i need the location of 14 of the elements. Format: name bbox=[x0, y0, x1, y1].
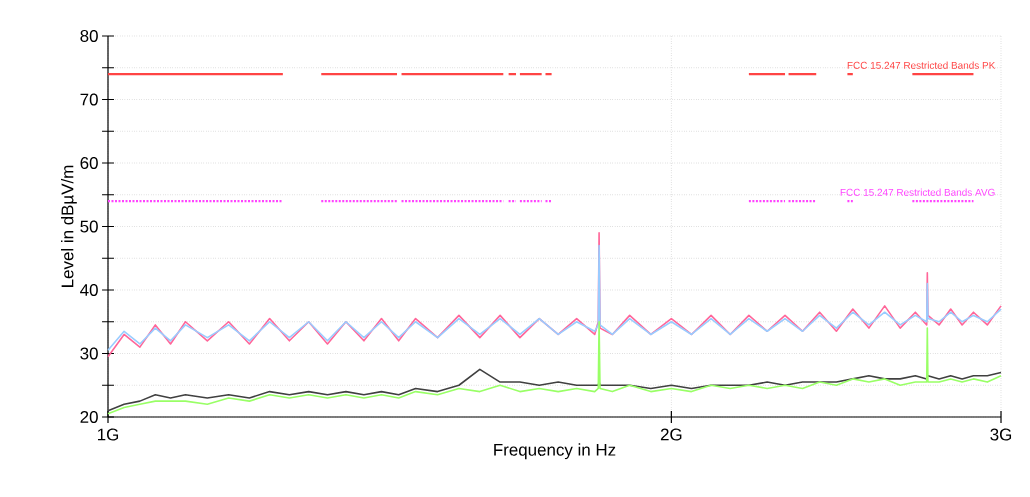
y-tick-label: 40 bbox=[80, 284, 98, 296]
x-tick-label: 3G bbox=[990, 428, 1012, 441]
x-tick-label: 2G bbox=[660, 428, 682, 441]
series-label: FCC 15.247 Restricted Bands PK bbox=[847, 61, 996, 69]
series-label: FCC 15.247 Restricted Bands AVG bbox=[840, 188, 995, 196]
y-tick-label: 70 bbox=[80, 93, 98, 106]
y-tick-label: 50 bbox=[80, 220, 98, 233]
x-tick-label: 1G bbox=[98, 428, 119, 441]
y-tick-label: 80 bbox=[80, 30, 98, 42]
x-axis-title: Frequency in Hz bbox=[494, 443, 616, 460]
y-tick-label: 60 bbox=[80, 157, 98, 169]
y-tick-label: 30 bbox=[80, 347, 98, 360]
y-axis-title: Level in dBµV/m bbox=[61, 165, 77, 287]
y-tick-label: 20 bbox=[80, 411, 98, 423]
